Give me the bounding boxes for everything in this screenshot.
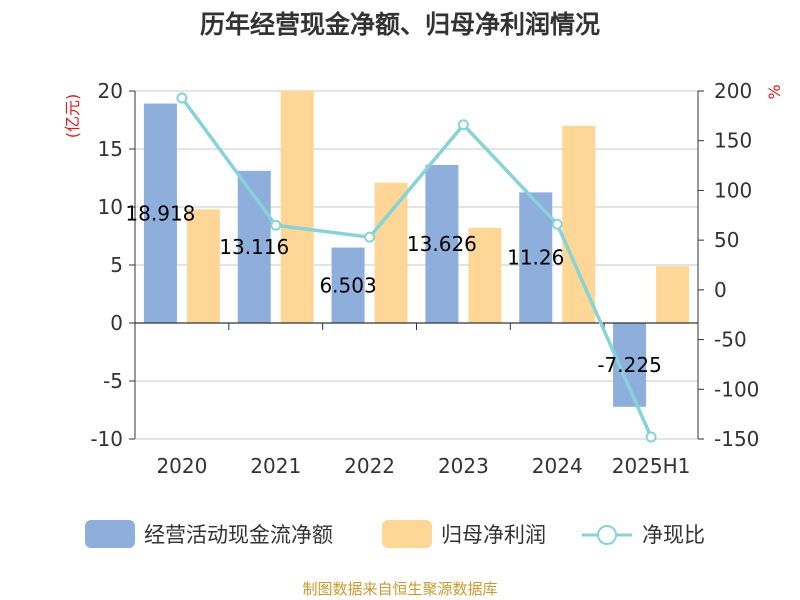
left-tick-label: 10 [98,195,123,219]
line-point[interactable] [645,431,657,443]
category-label: 2023 [438,454,489,478]
right-tick-label: 0 [714,278,727,302]
right-tick-label: 100 [714,178,752,202]
line-series [176,92,657,443]
axes: -10-505101520-150-100-500501001502002020… [90,79,759,478]
data-label-cash-flow: 13.116 [219,235,289,259]
legend-label-bar2: 归母净利润 [441,523,546,547]
category-label: 2022 [344,454,395,478]
line-point[interactable] [270,219,282,231]
right-axis-unit: % [765,84,784,99]
legend-marker-line [597,525,617,545]
legend-label-bar1: 经营活动现金流净额 [144,523,333,547]
right-tick-label: -50 [714,328,747,352]
data-label-cash-flow: 11.26 [507,246,564,270]
line-point[interactable] [176,92,188,104]
data-label-cash-flow: 18.918 [125,201,195,225]
left-tick-label: 5 [110,253,123,277]
bar-net-profit[interactable] [656,266,690,323]
line-point[interactable] [551,218,563,230]
legend: 经营活动现金流净额 归母净利润 净现比 [85,520,705,548]
legend-item-bar1[interactable]: 经营活动现金流净额 [85,520,333,548]
source-note: 制图数据来自恒生聚源数据库 [302,580,497,598]
left-tick-label: 15 [98,137,123,161]
bar-net-profit[interactable] [468,227,502,323]
legend-label-line: 净现比 [642,523,705,547]
left-axis-unit: (亿元) [63,94,82,139]
line-point[interactable] [457,119,469,131]
left-tick-label: -10 [90,427,123,451]
right-tick-label: 200 [714,79,752,103]
category-label: 2024 [532,454,583,478]
category-label: 2021 [250,454,301,478]
legend-item-bar2[interactable]: 归母净利润 [382,520,546,548]
legend-swatch-bar2 [382,520,432,548]
bar-cash-flow[interactable] [425,164,459,323]
left-tick-label: -5 [103,369,123,393]
right-tick-label: 50 [714,228,739,252]
line-net-cash-ratio [180,96,653,438]
data-label-cash-flow: 13.626 [407,232,477,256]
category-label: 2020 [156,454,207,478]
category-label: 2025H1 [612,454,691,478]
bar-net-profit[interactable] [374,182,408,323]
right-tick-label: 150 [714,129,752,153]
right-tick-label: -100 [714,377,759,401]
right-tick-label: -150 [714,427,759,451]
bar-net-profit[interactable] [280,91,314,323]
data-labels: 18.918 13.116 6.503 13.626 11.26 -7.225 [125,201,661,377]
chart-title: 历年经营现金净额、归母净利润情况 [200,10,600,39]
legend-item-line[interactable]: 净现比 [582,523,705,547]
left-tick-label: 20 [98,79,123,103]
data-label-cash-flow: 6.503 [319,273,376,297]
legend-swatch-bar1 [85,520,135,548]
line-point[interactable] [364,231,376,243]
data-label-cash-flow: -7.225 [597,353,661,377]
bar-net-profit[interactable] [562,125,596,323]
bars [143,91,690,407]
bar-cash-flow[interactable] [331,247,365,323]
left-tick-label: 0 [110,311,123,335]
bar-cash-flow[interactable] [143,103,177,323]
bar-net-profit[interactable] [186,209,220,323]
